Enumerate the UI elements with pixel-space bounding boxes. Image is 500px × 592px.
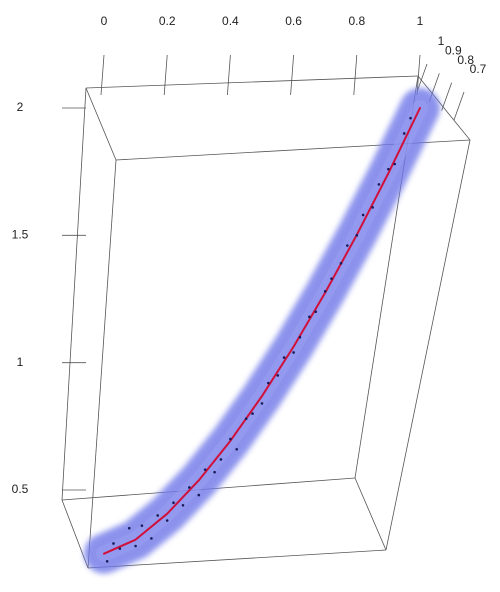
point [213, 470, 216, 474]
x-tick [100, 54, 105, 96]
point [112, 542, 115, 545]
point [339, 262, 343, 265]
point [172, 501, 175, 505]
point [346, 244, 349, 247]
x-tick-label: 0.4 [222, 14, 239, 28]
point [393, 162, 397, 166]
x-tick-label: 1 [417, 14, 424, 28]
x-tick-label: 0.6 [285, 14, 302, 28]
x-tick [353, 54, 358, 96]
point [260, 402, 264, 405]
point [409, 116, 412, 120]
point [127, 526, 131, 530]
y-tick-label: 0.5 [12, 482, 29, 496]
point [361, 213, 365, 217]
z-tick-label: 0.8 [457, 53, 474, 67]
point [219, 458, 223, 461]
point [292, 351, 295, 354]
x-tick-label: 0 [101, 14, 108, 28]
point [197, 493, 201, 497]
point [267, 381, 270, 385]
point [251, 412, 254, 415]
point [282, 356, 286, 359]
z-tick-label: 1 [438, 34, 445, 48]
z-tick-label: 0.7 [470, 62, 487, 76]
point [156, 514, 160, 517]
fit-line [103, 107, 421, 555]
point [244, 417, 248, 420]
point [134, 544, 137, 548]
y-tick-label: 1.5 [12, 228, 29, 242]
point [387, 167, 390, 171]
point [181, 503, 185, 507]
band [84, 88, 440, 574]
y-tick-label: 2 [17, 100, 24, 114]
point [298, 335, 302, 339]
point [402, 132, 406, 135]
point [308, 315, 311, 319]
point [235, 447, 239, 451]
x-tick-label: 0.2 [159, 14, 176, 28]
x-tick [227, 54, 231, 96]
x-tick [290, 54, 294, 96]
point [203, 468, 207, 471]
x-tick [163, 54, 168, 96]
point [323, 290, 327, 293]
x-tick-label: 0.8 [348, 14, 365, 28]
z-tick-label: 0.9 [445, 44, 462, 58]
point [314, 310, 318, 314]
z-tick [416, 63, 428, 93]
point [330, 277, 333, 280]
point [276, 374, 280, 377]
point [229, 437, 232, 441]
y-tick-label: 1 [17, 355, 24, 369]
point [371, 206, 374, 209]
point [118, 547, 122, 550]
point [150, 537, 153, 540]
z-tick [441, 82, 453, 111]
point [188, 486, 191, 489]
point [355, 234, 359, 237]
point [105, 560, 109, 563]
z-tick [453, 91, 465, 121]
point [165, 519, 169, 522]
point [377, 183, 381, 186]
point [140, 524, 144, 527]
